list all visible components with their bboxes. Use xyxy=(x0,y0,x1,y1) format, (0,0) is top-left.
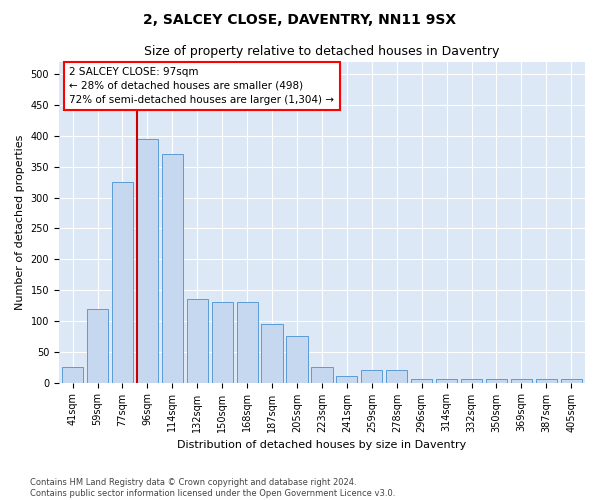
Bar xyxy=(236,302,258,382)
Text: 2 SALCEY CLOSE: 97sqm
← 28% of detached houses are smaller (498)
72% of semi-det: 2 SALCEY CLOSE: 97sqm ← 28% of detached … xyxy=(70,67,334,105)
Bar xyxy=(137,139,158,382)
X-axis label: Distribution of detached houses by size in Daventry: Distribution of detached houses by size … xyxy=(178,440,467,450)
Bar xyxy=(187,300,208,382)
Bar xyxy=(262,324,283,382)
Bar xyxy=(386,370,407,382)
Bar xyxy=(212,302,233,382)
Text: Contains HM Land Registry data © Crown copyright and database right 2024.
Contai: Contains HM Land Registry data © Crown c… xyxy=(30,478,395,498)
Bar xyxy=(62,367,83,382)
Bar xyxy=(361,370,382,382)
Bar xyxy=(112,182,133,382)
Bar xyxy=(461,380,482,382)
Text: 2, SALCEY CLOSE, DAVENTRY, NN11 9SX: 2, SALCEY CLOSE, DAVENTRY, NN11 9SX xyxy=(143,12,457,26)
Bar xyxy=(286,336,308,382)
Bar xyxy=(536,380,557,382)
Bar xyxy=(411,380,432,382)
Title: Size of property relative to detached houses in Daventry: Size of property relative to detached ho… xyxy=(144,45,500,58)
Bar xyxy=(436,380,457,382)
Bar xyxy=(486,380,507,382)
Bar xyxy=(87,308,108,382)
Bar xyxy=(560,380,582,382)
Bar xyxy=(511,380,532,382)
Bar xyxy=(311,367,332,382)
Bar xyxy=(336,376,358,382)
Bar xyxy=(162,154,183,382)
Y-axis label: Number of detached properties: Number of detached properties xyxy=(15,134,25,310)
